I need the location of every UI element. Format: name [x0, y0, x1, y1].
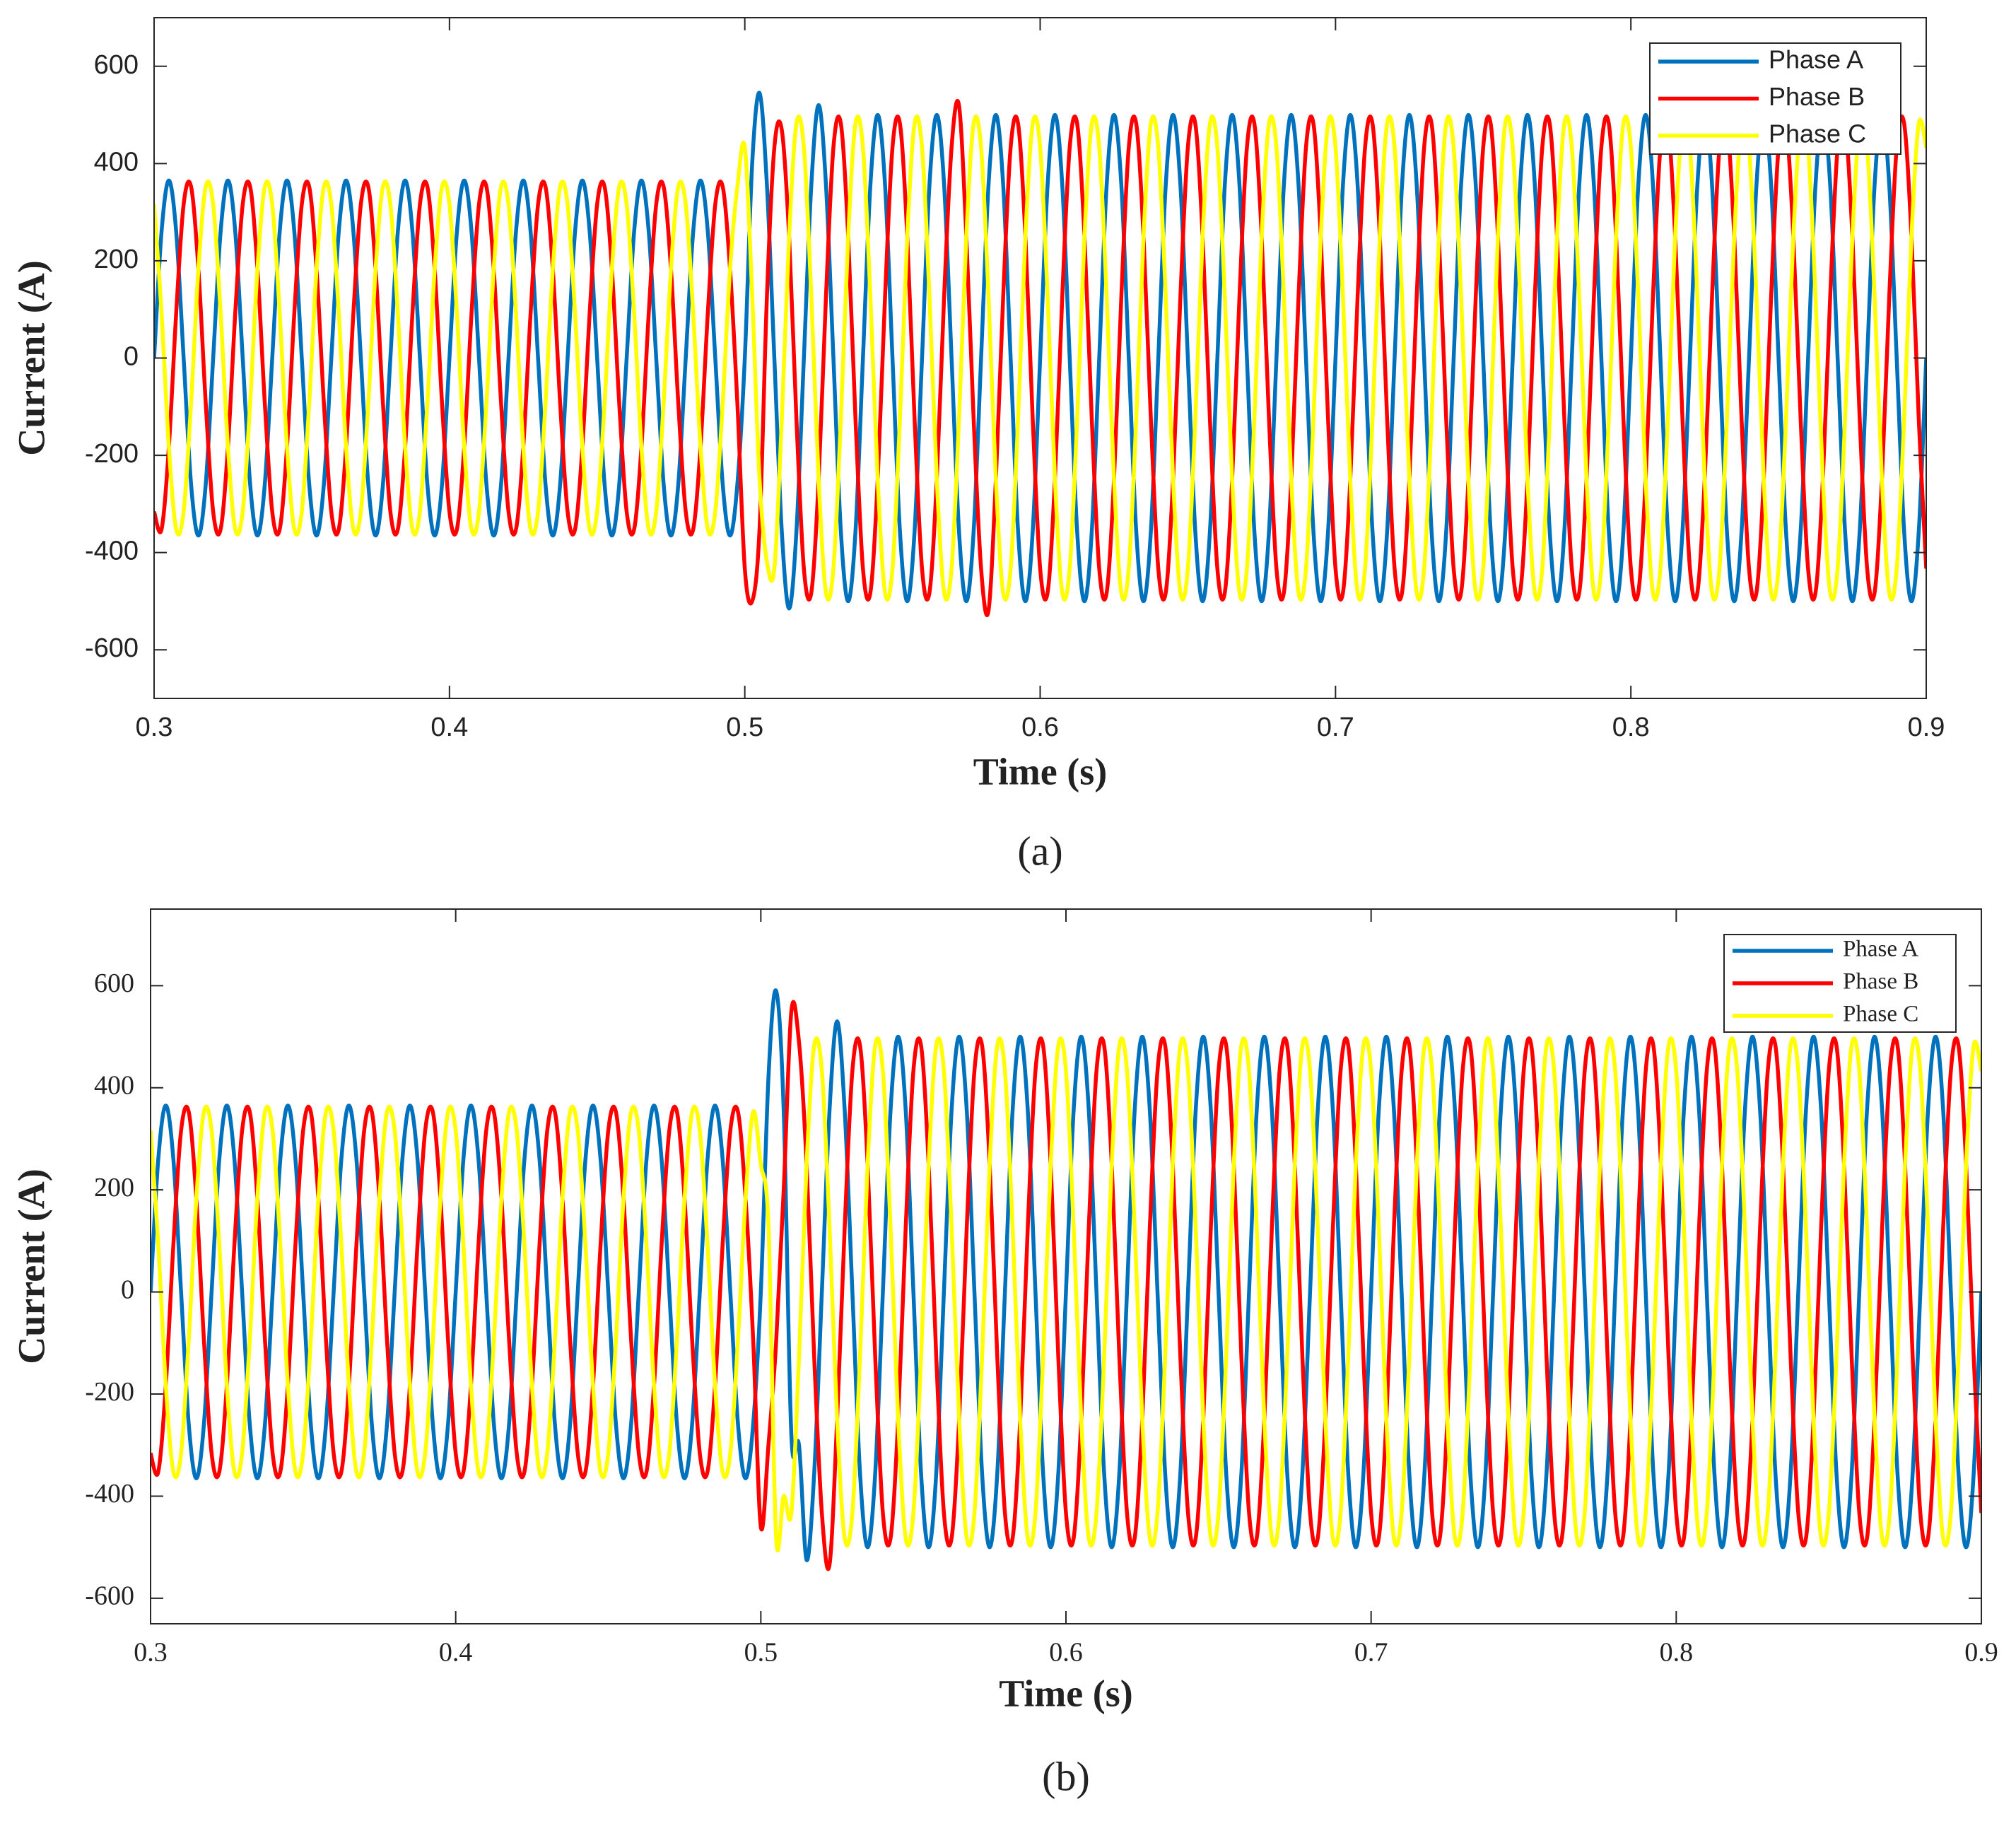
series-line — [154, 115, 1926, 602]
chart-panel: 0.3 0.4 0.5 0.6 0.7 0.8 0.9 -600 -400 -200 0 200 400… — [10, 908, 1998, 1799]
legend-label: Phase A — [1769, 45, 1863, 74]
y-tick-label: 600 — [94, 50, 139, 80]
y-tick-label: 0 — [124, 342, 139, 372]
x-tick-label: 0.6 — [1021, 713, 1059, 742]
y-axis-label: Current (A) — [10, 1169, 52, 1364]
x-tick-label: 0.3 — [136, 713, 173, 742]
y-tick-label: -200 — [85, 1377, 134, 1407]
y-tick-label: 400 — [94, 147, 139, 177]
x-tick-label: 0.5 — [744, 1638, 778, 1668]
legend-label: Phase C — [1769, 119, 1866, 148]
x-tick-label: 0.7 — [1317, 713, 1354, 742]
legend-label: Phase A — [1843, 937, 1918, 962]
x-tick-label: 0.9 — [1908, 713, 1945, 742]
x-tick-label: 0.7 — [1354, 1638, 1388, 1668]
x-tick-label: 0.5 — [726, 713, 763, 742]
series-line — [154, 90, 1926, 611]
x-axis-label: Time (s) — [999, 1672, 1132, 1714]
y-axis-label: Current (A) — [10, 260, 52, 455]
series-line — [151, 1036, 1981, 1553]
legend: Phase A Phase B Phase C — [1723, 934, 1957, 1033]
y-tick-label: -600 — [85, 1581, 134, 1611]
y-tick-label: 200 — [94, 1173, 134, 1202]
y-tick-label: 200 — [94, 245, 139, 274]
y-tick-label: -400 — [85, 537, 139, 566]
x-tick-label: 0.9 — [1964, 1638, 1998, 1668]
legend-label: Phase B — [1843, 969, 1918, 995]
legend-label: Phase B — [1769, 82, 1865, 111]
legend-label: Phase C — [1843, 1002, 1918, 1027]
panel-caption: (b) — [1042, 1753, 1090, 1799]
series-line — [151, 1000, 1981, 1571]
x-tick-label: 0.3 — [134, 1638, 168, 1668]
x-tick-label: 0.6 — [1049, 1638, 1083, 1668]
x-tick-label: 0.8 — [1660, 1638, 1694, 1668]
legend: Phase A Phase B Phase C — [1649, 42, 1901, 155]
x-tick-label: 0.4 — [439, 1638, 473, 1668]
chart-panel: 0.3 0.4 0.5 0.6 0.7 0.8 0.9 -600 -400 -200 0 200 400… — [10, 17, 1945, 874]
y-tick-label: 600 — [94, 968, 134, 998]
y-tick-label: 0 — [121, 1275, 134, 1304]
panel-caption: (a) — [1017, 828, 1062, 874]
series-group — [151, 988, 1981, 1571]
x-axis-label: Time (s) — [973, 750, 1107, 792]
y-tick-label: -200 — [85, 439, 139, 469]
x-tick-label: 0.4 — [430, 713, 468, 742]
y-tick-label: -400 — [85, 1479, 134, 1509]
y-tick-label: -600 — [85, 633, 139, 663]
x-tick-label: 0.8 — [1612, 713, 1650, 742]
series-group — [154, 90, 1926, 618]
y-tick-label: 400 — [94, 1070, 134, 1100]
